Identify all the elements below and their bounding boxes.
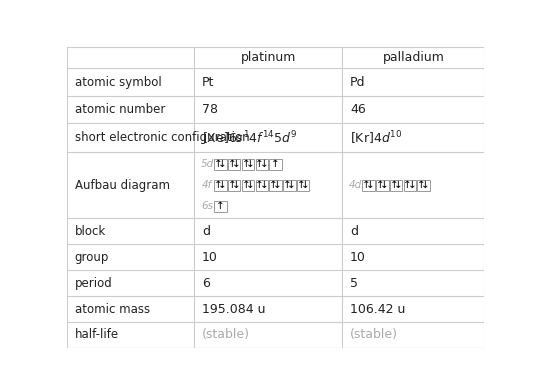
Text: 5d: 5d xyxy=(201,159,214,169)
FancyBboxPatch shape xyxy=(256,159,268,170)
Text: 6s: 6s xyxy=(201,201,213,211)
Text: 6: 6 xyxy=(202,276,210,290)
FancyBboxPatch shape xyxy=(214,179,226,191)
Text: ↑: ↑ xyxy=(228,159,237,169)
Text: ↑: ↑ xyxy=(269,180,278,190)
FancyBboxPatch shape xyxy=(269,179,282,191)
Text: 195.084 u: 195.084 u xyxy=(202,303,265,316)
Text: ↓: ↓ xyxy=(246,180,254,190)
FancyBboxPatch shape xyxy=(242,159,254,170)
Text: ↑: ↑ xyxy=(376,180,385,190)
Text: ↓: ↓ xyxy=(246,159,254,169)
Text: block: block xyxy=(75,224,106,238)
FancyBboxPatch shape xyxy=(404,179,416,191)
Text: short electronic configuration: short electronic configuration xyxy=(75,131,250,144)
Text: ↑: ↑ xyxy=(362,180,371,190)
Text: 106.42 u: 106.42 u xyxy=(350,303,405,316)
Text: half-life: half-life xyxy=(75,328,119,341)
Text: 46: 46 xyxy=(350,103,366,116)
Text: ↓: ↓ xyxy=(380,180,389,190)
Text: ↓: ↓ xyxy=(218,180,227,190)
FancyBboxPatch shape xyxy=(417,179,430,191)
Text: ↓: ↓ xyxy=(259,180,268,190)
Text: platinum: platinum xyxy=(240,51,296,64)
Text: ↓: ↓ xyxy=(287,180,296,190)
Text: 4d: 4d xyxy=(349,180,362,190)
Text: ↑: ↑ xyxy=(228,180,237,190)
FancyBboxPatch shape xyxy=(228,159,240,170)
FancyBboxPatch shape xyxy=(362,179,375,191)
Text: ↑: ↑ xyxy=(256,159,264,169)
Text: ↑: ↑ xyxy=(296,180,306,190)
Text: ↓: ↓ xyxy=(407,180,416,190)
FancyBboxPatch shape xyxy=(376,179,388,191)
Text: d: d xyxy=(202,224,210,238)
Text: 4f: 4f xyxy=(202,180,213,190)
Text: Pt: Pt xyxy=(202,75,214,89)
Text: ↑: ↑ xyxy=(404,180,412,190)
Text: [Xe]6$s^1$4$f^{14}$5$d^9$: [Xe]6$s^1$4$f^{14}$5$d^9$ xyxy=(202,129,298,147)
Text: ↑: ↑ xyxy=(214,159,223,169)
Text: (stable): (stable) xyxy=(350,328,398,341)
Text: ↓: ↓ xyxy=(259,159,268,169)
FancyBboxPatch shape xyxy=(214,201,226,212)
Text: ↓: ↓ xyxy=(301,180,309,190)
Text: ↑: ↑ xyxy=(242,159,250,169)
Text: palladium: palladium xyxy=(383,51,444,64)
FancyBboxPatch shape xyxy=(242,179,254,191)
Text: ↓: ↓ xyxy=(232,159,240,169)
Text: 10: 10 xyxy=(350,251,366,264)
FancyBboxPatch shape xyxy=(297,179,309,191)
Text: atomic symbol: atomic symbol xyxy=(75,75,161,89)
Text: ↑: ↑ xyxy=(390,180,398,190)
FancyBboxPatch shape xyxy=(256,179,268,191)
Text: ↑: ↑ xyxy=(256,180,264,190)
Text: 5: 5 xyxy=(350,276,358,290)
FancyBboxPatch shape xyxy=(390,179,402,191)
FancyBboxPatch shape xyxy=(283,179,295,191)
Text: ↓: ↓ xyxy=(421,180,430,190)
Text: [Kr]4$d^{10}$: [Kr]4$d^{10}$ xyxy=(350,129,402,147)
Text: atomic mass: atomic mass xyxy=(75,303,150,316)
Text: ↑: ↑ xyxy=(242,180,250,190)
Text: d: d xyxy=(350,224,358,238)
Text: ↓: ↓ xyxy=(394,180,402,190)
Text: 10: 10 xyxy=(202,251,218,264)
Text: Pd: Pd xyxy=(350,75,365,89)
Text: group: group xyxy=(75,251,109,264)
Text: atomic number: atomic number xyxy=(75,103,165,116)
Text: ↑: ↑ xyxy=(417,180,426,190)
Text: ↑: ↑ xyxy=(271,159,280,169)
Text: ↑: ↑ xyxy=(214,180,223,190)
FancyBboxPatch shape xyxy=(269,159,282,170)
Text: period: period xyxy=(75,276,112,290)
Text: 78: 78 xyxy=(202,103,218,116)
Text: ↑: ↑ xyxy=(283,180,292,190)
Text: ↑: ↑ xyxy=(216,201,225,211)
Text: Aufbau diagram: Aufbau diagram xyxy=(75,179,170,192)
Text: ↓: ↓ xyxy=(218,159,227,169)
Text: ↓: ↓ xyxy=(273,180,282,190)
FancyBboxPatch shape xyxy=(228,179,240,191)
Text: ↓: ↓ xyxy=(232,180,240,190)
FancyBboxPatch shape xyxy=(214,159,226,170)
Text: (stable): (stable) xyxy=(202,328,250,341)
Text: ↓: ↓ xyxy=(366,180,375,190)
